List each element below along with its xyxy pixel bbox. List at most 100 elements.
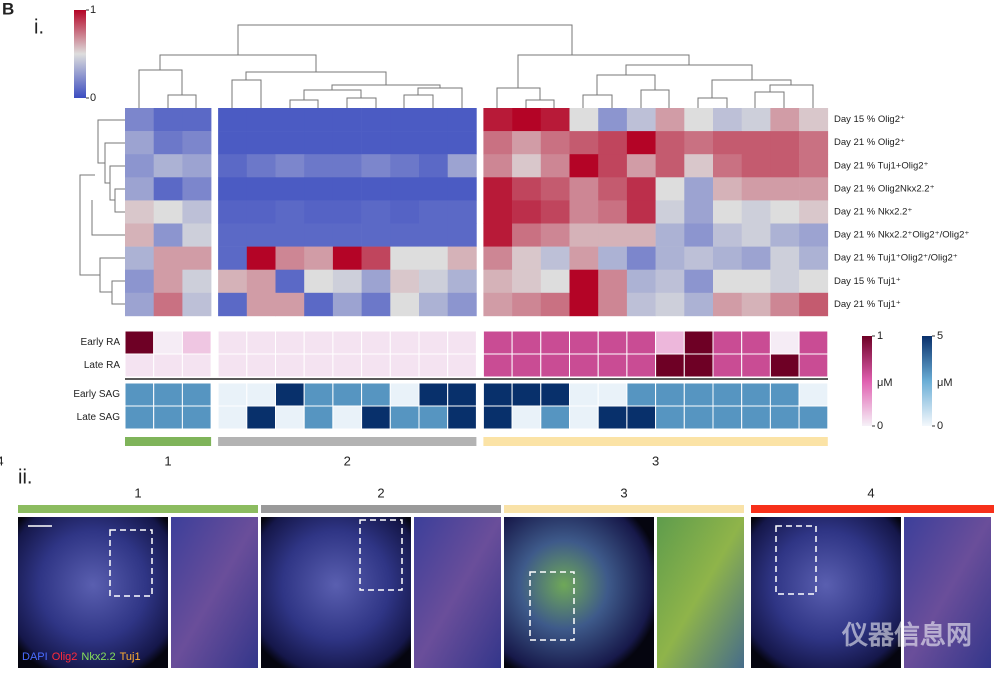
heatmap-cell <box>626 200 656 224</box>
heatmap-cell <box>713 246 742 270</box>
heatmap-cell <box>390 154 420 178</box>
heatmap-cell <box>770 177 800 201</box>
heatmap-cell <box>361 200 391 224</box>
heatmap-cell <box>569 269 599 294</box>
heatmap-cell <box>540 292 570 317</box>
heatmap-cell <box>512 177 542 201</box>
heatmap-cell <box>125 131 154 155</box>
heatmap-cell <box>419 223 448 247</box>
heatmap-cell <box>741 154 771 178</box>
microscopy-zoom <box>414 517 501 668</box>
row-label: Day 21 % Olig2⁺ <box>834 137 905 148</box>
heatmap-cell <box>182 246 212 270</box>
annotation-cell <box>181 353 212 378</box>
heatmap-cell <box>540 108 570 132</box>
heatmap-cell <box>390 223 420 247</box>
heatmap-cell <box>655 269 685 294</box>
annotation-cell <box>217 330 248 355</box>
heatmap-cell <box>125 246 154 270</box>
heatmap-cell <box>540 200 570 224</box>
heatmap-cell <box>361 154 391 178</box>
heatmap-cell <box>483 223 513 247</box>
heatmap-cell <box>419 246 448 270</box>
zoom-box <box>109 529 153 597</box>
heatmap-cell <box>799 246 829 270</box>
heatmap-cell <box>483 108 513 132</box>
channel-legend: Tuj1 <box>120 651 141 663</box>
heatmap-cell <box>246 223 276 247</box>
heatmap-cell <box>483 177 513 201</box>
heatmap-cell <box>741 223 771 247</box>
panel-title: 4 <box>867 485 874 500</box>
panel-bar <box>751 505 994 513</box>
heatmap-cell <box>540 131 570 155</box>
heatmap-cell <box>275 292 305 317</box>
heatmap-cell <box>332 223 362 247</box>
heatmap-cell <box>713 131 742 155</box>
heatmap-cell <box>304 246 334 270</box>
heatmap-cell <box>483 131 513 155</box>
heatmap-cell <box>626 269 656 294</box>
annotation-cell <box>597 330 628 355</box>
annotation-cell <box>246 330 277 355</box>
heatmap-cell <box>419 292 448 317</box>
annotation-cell <box>482 382 513 407</box>
heatmap-cell <box>246 131 276 155</box>
heatmap-cell <box>182 200 212 224</box>
heatmap-cell <box>569 292 599 317</box>
heatmap-cell <box>569 223 599 247</box>
annotation-cell <box>482 330 513 355</box>
annotation-label: Late RA <box>84 360 120 371</box>
channel-legend: Nkx2.2 <box>81 651 115 663</box>
annotation-cell <box>569 405 599 430</box>
heatmap-cell <box>713 269 742 294</box>
heatmap-cell <box>447 154 477 178</box>
annotation-cell <box>153 353 183 378</box>
row-label: Day 21 % Tuj1⁺Olig2⁺/Olig2⁺ <box>834 253 958 264</box>
heatmap-cell <box>770 246 800 270</box>
annotation-cell <box>511 353 542 378</box>
heatmap-cell <box>304 269 334 294</box>
heatmap-cell <box>246 177 276 201</box>
heatmap-cell <box>799 177 829 201</box>
heatmap-cell <box>304 108 334 132</box>
heatmap-cell <box>483 200 513 224</box>
heatmap-cell <box>153 223 183 247</box>
heatmap-cell <box>218 154 248 178</box>
annotation-cell <box>597 353 628 378</box>
annotation-cell <box>418 330 449 355</box>
heatmap-cell <box>332 246 362 270</box>
annotation-cell <box>181 405 212 430</box>
heatmap-cell <box>512 223 542 247</box>
heatmap-cell <box>361 269 391 294</box>
heatmap-cell <box>332 108 362 132</box>
microscopy-image <box>261 517 411 668</box>
heatmap-cell <box>361 108 391 132</box>
annotation-cell <box>389 405 420 430</box>
heatmap-cell <box>275 131 305 155</box>
annotation-cell <box>246 405 277 430</box>
heatmap-cell <box>332 131 362 155</box>
annotation-cell <box>511 330 542 355</box>
heatmap-cell <box>125 223 154 247</box>
annotation-cell <box>361 330 391 355</box>
heatmap-cell <box>598 269 628 294</box>
annotation-cell <box>124 382 155 407</box>
annotation-cell <box>418 382 449 407</box>
microscopy-zoom <box>657 517 744 668</box>
annotation-cell <box>540 330 570 355</box>
annotation-cell <box>332 405 363 430</box>
heatmap-cell <box>684 177 714 201</box>
heatmap-cell <box>799 131 829 155</box>
heatmap-cell <box>540 223 570 247</box>
heatmap-cell <box>770 292 800 317</box>
heatmap-cell <box>361 177 391 201</box>
annotation-cell <box>275 330 305 355</box>
heatmap-cell <box>569 131 599 155</box>
heatmap-cell <box>770 269 800 294</box>
row-dendrogram <box>79 119 125 305</box>
microscopy-zoom <box>904 517 991 668</box>
heatmap-cell <box>332 177 362 201</box>
annotation-label: Early RA <box>81 337 121 348</box>
